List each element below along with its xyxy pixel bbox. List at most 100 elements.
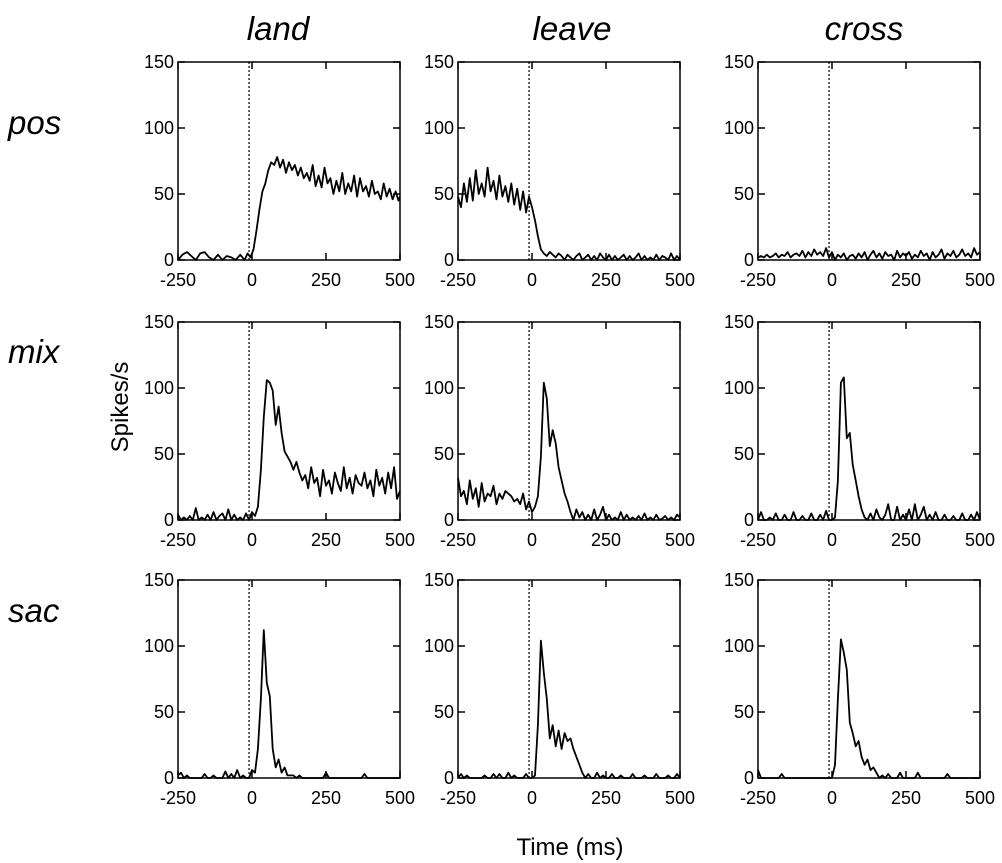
plot-frame <box>757 321 981 521</box>
y-tick-label: 100 <box>424 378 454 398</box>
x-tick-label: -250 <box>440 270 476 290</box>
y-tick-label: 50 <box>154 184 174 204</box>
firing-rate-line <box>457 381 681 521</box>
x-tick-label: -250 <box>740 788 776 808</box>
x-tick-label: -250 <box>740 530 776 550</box>
x-tick-label: 500 <box>965 788 995 808</box>
x-tick-label: 250 <box>311 788 341 808</box>
x-tick-label: 500 <box>665 530 695 550</box>
x-tick-label: 250 <box>891 530 921 550</box>
y-tick-label: 50 <box>154 444 174 464</box>
y-tick-label: 150 <box>144 312 174 332</box>
column-titles: land leave cross <box>247 10 904 47</box>
y-tick-label: 100 <box>144 378 174 398</box>
x-tick-label: -250 <box>160 788 196 808</box>
plot-frame <box>177 579 401 779</box>
column-title-leave: leave <box>533 10 612 47</box>
y-tick-label: 0 <box>744 250 754 270</box>
x-tick-label: -250 <box>440 788 476 808</box>
plot-frame <box>177 321 401 521</box>
firing-rate-line <box>177 629 400 779</box>
x-tick-label: 500 <box>965 530 995 550</box>
firing-rate-line <box>457 639 681 779</box>
plot-frame <box>457 321 681 521</box>
firing-rate-line <box>177 379 401 521</box>
y-tick-label: 0 <box>164 510 174 530</box>
row-title-pos: pos <box>7 104 61 141</box>
y-tick-label: 50 <box>154 702 174 722</box>
row-titles: pos mix sac <box>7 104 61 629</box>
x-tick-label: 0 <box>247 270 257 290</box>
x-tick-label: 250 <box>591 530 621 550</box>
y-tick-label: 50 <box>434 702 454 722</box>
x-tick-label: 500 <box>385 270 415 290</box>
y-tick-label: 150 <box>724 312 754 332</box>
firing-rate-line <box>177 156 401 261</box>
plot-frame <box>177 61 401 261</box>
x-tick-label: -250 <box>440 530 476 550</box>
y-tick-label: 150 <box>424 52 454 72</box>
column-title-land: land <box>247 10 311 47</box>
x-tick-label: 0 <box>527 270 537 290</box>
x-tick-label: 0 <box>527 788 537 808</box>
y-tick-label: 50 <box>734 184 754 204</box>
y-tick-label: 150 <box>424 570 454 590</box>
x-tick-label: 500 <box>385 530 415 550</box>
plot-frame <box>457 61 681 261</box>
x-tick-label: 500 <box>385 788 415 808</box>
y-tick-label: 100 <box>424 636 454 656</box>
y-axis-title: Spikes/s <box>107 362 134 453</box>
x-tick-label: 250 <box>591 788 621 808</box>
firing-rate-line <box>757 247 981 261</box>
row-title-sac: sac <box>8 592 60 629</box>
x-tick-label: 500 <box>965 270 995 290</box>
y-tick-label: 0 <box>744 768 754 788</box>
y-tick-label: 150 <box>724 570 754 590</box>
firing-rate-line <box>457 166 681 261</box>
x-tick-label: 0 <box>827 530 837 550</box>
x-tick-label: -250 <box>160 270 196 290</box>
plot-frame <box>757 579 981 779</box>
x-tick-label: 0 <box>827 788 837 808</box>
y-tick-label: 0 <box>444 510 454 530</box>
y-tick-label: 0 <box>164 768 174 788</box>
x-tick-label: 250 <box>311 530 341 550</box>
x-tick-label: 0 <box>527 530 537 550</box>
x-tick-label: 500 <box>665 788 695 808</box>
firing-rate-line <box>757 638 980 779</box>
y-tick-label: 0 <box>444 768 454 788</box>
plot-frame <box>457 579 681 779</box>
row-title-mix: mix <box>8 333 61 370</box>
x-tick-label: 500 <box>665 270 695 290</box>
x-tick-label: 250 <box>591 270 621 290</box>
y-tick-label: 150 <box>724 52 754 72</box>
x-tick-label: 250 <box>891 788 921 808</box>
y-tick-label: 0 <box>444 250 454 270</box>
y-tick-label: 100 <box>144 118 174 138</box>
y-tick-label: 100 <box>424 118 454 138</box>
x-tick-label: -250 <box>160 530 196 550</box>
y-tick-label: 100 <box>724 636 754 656</box>
x-tick-label: 250 <box>891 270 921 290</box>
x-tick-label: 0 <box>247 530 257 550</box>
column-title-cross: cross <box>825 10 904 47</box>
x-tick-label: -250 <box>740 270 776 290</box>
x-tick-label: 0 <box>247 788 257 808</box>
plot-frame <box>757 61 981 261</box>
y-tick-label: 100 <box>724 378 754 398</box>
x-tick-label: 250 <box>311 270 341 290</box>
y-tick-label: 0 <box>744 510 754 530</box>
y-tick-label: 150 <box>144 570 174 590</box>
firing-rate-line <box>757 376 981 521</box>
y-tick-label: 150 <box>424 312 454 332</box>
x-tick-label: 0 <box>827 270 837 290</box>
